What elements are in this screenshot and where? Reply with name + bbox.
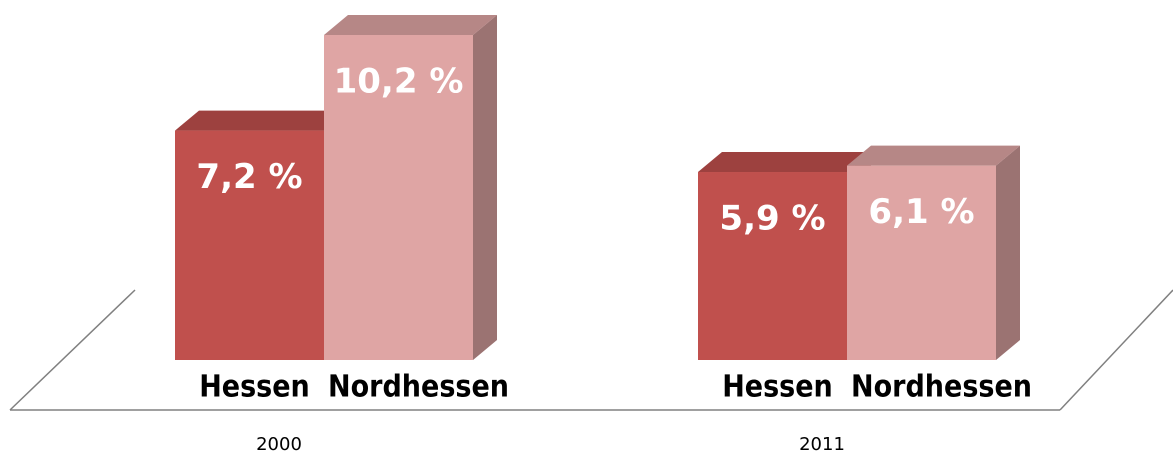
bar-top <box>324 15 497 35</box>
bar-top <box>698 152 871 173</box>
series-label: Hessen <box>199 370 310 405</box>
bar-top-shade <box>698 152 871 173</box>
floor <box>9 289 1173 411</box>
value-label: 10,2 % <box>334 62 464 102</box>
bar-side <box>473 15 497 360</box>
bar <box>324 35 473 360</box>
bar-top <box>175 110 348 131</box>
floor-edge <box>1059 289 1173 411</box>
bar <box>175 130 324 360</box>
bar-side-shade <box>473 15 497 360</box>
bar-side-shade <box>996 145 1020 360</box>
category-label: 2011 <box>799 434 845 455</box>
bar-top-shade <box>324 15 497 35</box>
bar <box>847 165 996 360</box>
bar <box>698 172 847 360</box>
floor-edge <box>9 289 136 411</box>
value-label: 7,2 % <box>196 157 302 197</box>
series-label: Nordhessen <box>851 370 1032 405</box>
bar-side <box>996 145 1020 360</box>
bar-top-shade <box>847 145 1020 166</box>
bar-top-shade <box>175 110 348 131</box>
value-label: 5,9 % <box>719 199 825 239</box>
series-label: Nordhessen <box>328 370 509 405</box>
category-label: 2000 <box>256 434 302 455</box>
series-label: Hessen <box>722 370 833 405</box>
value-label: 6,1 % <box>868 192 974 232</box>
bar-top <box>847 145 1020 166</box>
